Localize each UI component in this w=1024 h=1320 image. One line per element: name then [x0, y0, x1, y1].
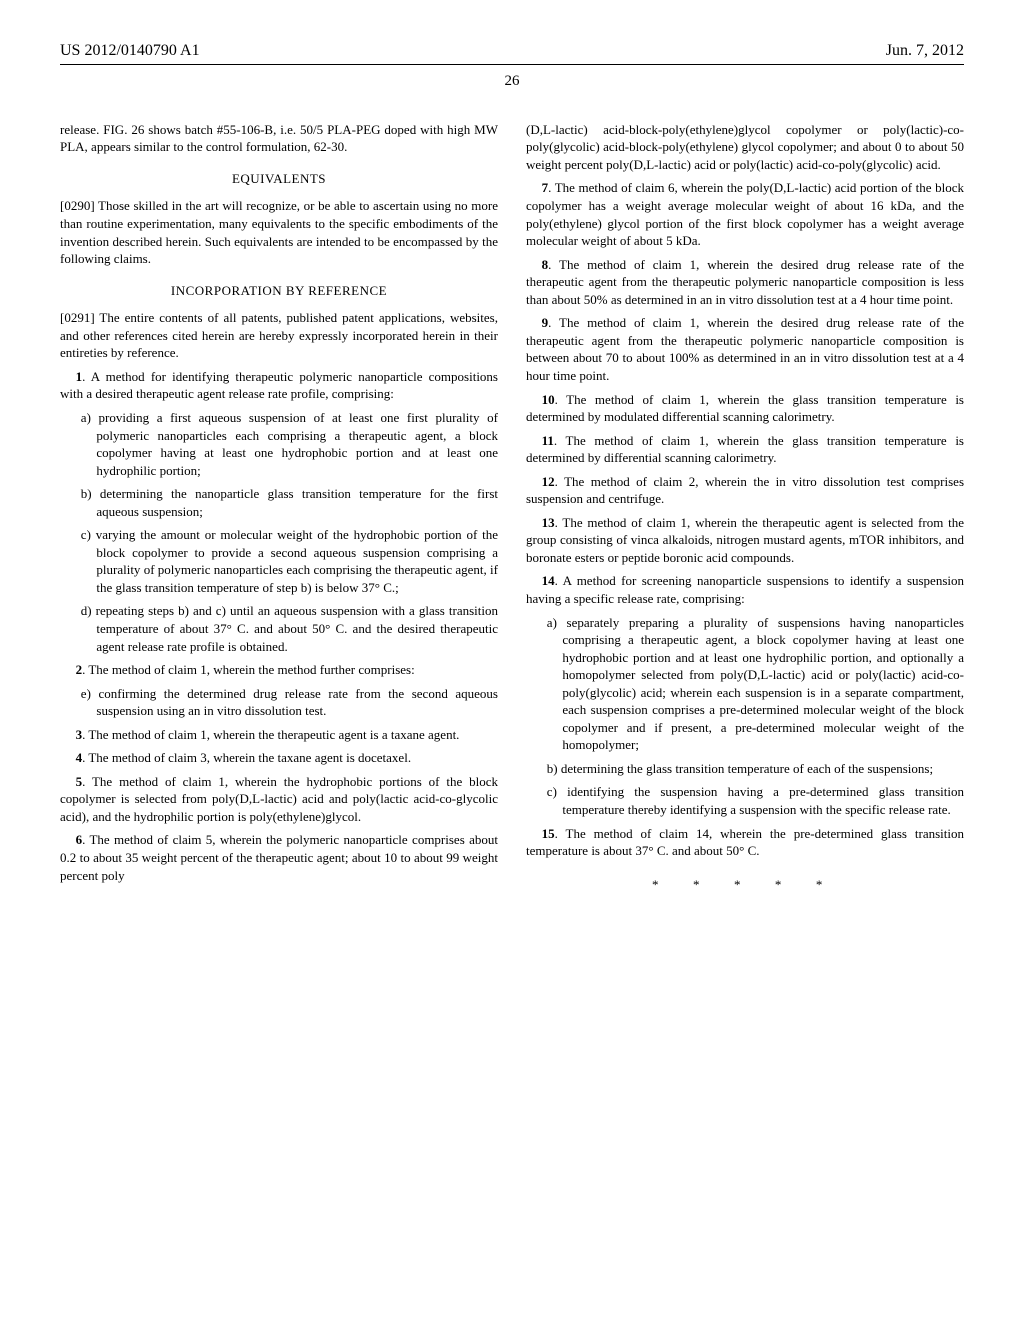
- body-columns: release. FIG. 26 shows batch #55-106-B, …: [60, 121, 964, 895]
- claim-14b: b) determining the glass transition temp…: [547, 760, 964, 778]
- claim-7: 7. The method of claim 6, wherein the po…: [526, 179, 964, 249]
- claim-13: 13. The method of claim 1, wherein the t…: [526, 514, 964, 567]
- claim-3-text: . The method of claim 1, wherein the the…: [82, 727, 459, 742]
- claim-10-text: . The method of claim 1, wherein the gla…: [526, 392, 964, 425]
- claim-2: 2. The method of claim 1, wherein the me…: [60, 661, 498, 679]
- claim-8-text: . The method of claim 1, wherein the des…: [526, 257, 964, 307]
- end-stars: * * * * *: [526, 876, 964, 894]
- claim-1a: a) providing a first aqueous suspension …: [81, 409, 498, 479]
- claim-1-text: . A method for identifying therapeutic p…: [60, 369, 498, 402]
- claim-15-text: . The method of claim 14, wherein the pr…: [526, 826, 964, 859]
- claim-6b: (D,L-lactic) acid-block-poly(ethylene)gl…: [526, 121, 964, 174]
- claim-1b: b) determining the nanoparticle glass tr…: [81, 485, 498, 520]
- claim-7-text: . The method of claim 6, wherein the pol…: [526, 180, 964, 248]
- incorporation-heading: INCORPORATION BY REFERENCE: [60, 282, 498, 300]
- claim-12-text: . The method of claim 2, wherein the in …: [526, 474, 964, 507]
- claim-15: 15. The method of claim 14, wherein the …: [526, 825, 964, 860]
- claim-14c: c) identifying the suspension having a p…: [547, 783, 964, 818]
- claim-5: 5. The method of claim 1, wherein the hy…: [60, 773, 498, 826]
- claim-1c: c) varying the amount or molecular weigh…: [81, 526, 498, 596]
- equivalents-paragraph: [0290] Those skilled in the art will rec…: [60, 197, 498, 267]
- publication-date: Jun. 7, 2012: [886, 40, 964, 62]
- claim-10: 10. The method of claim 1, wherein the g…: [526, 391, 964, 426]
- claim-11-text: . The method of claim 1, wherein the gla…: [526, 433, 964, 466]
- claim-2e: e) confirming the determined drug releas…: [81, 685, 498, 720]
- claim-3: 3. The method of claim 1, wherein the th…: [60, 726, 498, 744]
- intro-paragraph: release. FIG. 26 shows batch #55-106-B, …: [60, 121, 498, 156]
- claim-12: 12. The method of claim 2, wherein the i…: [526, 473, 964, 508]
- incorporation-paragraph: [0291] The entire contents of all patent…: [60, 309, 498, 362]
- claim-2-text: . The method of claim 1, wherein the met…: [82, 662, 415, 677]
- claim-6a: 6. The method of claim 5, wherein the po…: [60, 831, 498, 884]
- claim-9-text: . The method of claim 1, wherein the des…: [526, 315, 964, 383]
- claim-4: 4. The method of claim 3, wherein the ta…: [60, 749, 498, 767]
- equivalents-heading: EQUIVALENTS: [60, 170, 498, 188]
- publication-number: US 2012/0140790 A1: [60, 40, 200, 62]
- claim-8: 8. The method of claim 1, wherein the de…: [526, 256, 964, 309]
- claim-1: 1. A method for identifying therapeutic …: [60, 368, 498, 403]
- claim-14-text: . A method for screening nanoparticle su…: [526, 573, 964, 606]
- claim-13-text: . The method of claim 1, wherein the the…: [526, 515, 964, 565]
- claim-4-text: . The method of claim 3, wherein the tax…: [82, 750, 411, 765]
- claim-1d: d) repeating steps b) and c) until an aq…: [81, 602, 498, 655]
- claim-6a-text: . The method of claim 5, wherein the pol…: [60, 832, 498, 882]
- claim-14: 14. A method for screening nanoparticle …: [526, 572, 964, 607]
- page-header: US 2012/0140790 A1 Jun. 7, 2012: [60, 40, 964, 65]
- claim-5-text: . The method of claim 1, wherein the hyd…: [60, 774, 498, 824]
- claim-9: 9. The method of claim 1, wherein the de…: [526, 314, 964, 384]
- claim-14a: a) separately preparing a plurality of s…: [547, 614, 964, 754]
- page-number: 26: [60, 71, 964, 91]
- claim-11: 11. The method of claim 1, wherein the g…: [526, 432, 964, 467]
